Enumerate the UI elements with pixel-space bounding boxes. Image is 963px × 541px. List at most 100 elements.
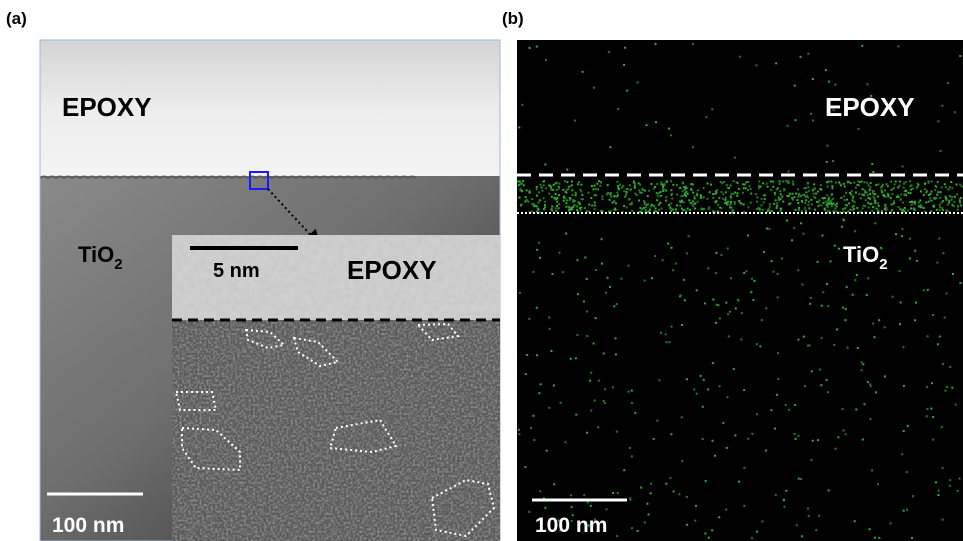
dot <box>856 274 858 276</box>
dot <box>551 196 553 198</box>
dot <box>603 353 605 355</box>
dot <box>740 338 742 340</box>
dot <box>802 284 804 286</box>
dot <box>937 343 939 345</box>
dot <box>727 247 729 249</box>
dot <box>745 181 747 183</box>
dot <box>941 207 943 209</box>
dot <box>828 489 830 491</box>
dot <box>659 202 661 204</box>
dot <box>788 203 790 205</box>
dot <box>907 210 909 212</box>
dot <box>900 301 902 303</box>
dot <box>899 185 901 187</box>
dot <box>743 467 745 469</box>
dot <box>569 209 571 211</box>
dot <box>775 494 777 496</box>
dot <box>795 193 797 195</box>
dot <box>874 202 876 204</box>
dot <box>601 263 603 265</box>
dot <box>617 492 619 494</box>
dot <box>884 190 886 192</box>
dot <box>822 291 824 293</box>
dot <box>601 238 603 240</box>
dot <box>820 184 822 186</box>
dot <box>670 202 672 204</box>
inset-epoxy-label: EPOXY <box>347 255 437 285</box>
dot <box>605 292 607 294</box>
dot <box>616 303 618 305</box>
dot <box>868 184 870 186</box>
dot <box>520 188 522 190</box>
dot <box>571 194 573 196</box>
dot <box>936 194 938 196</box>
dot <box>628 391 630 393</box>
dot <box>556 198 558 200</box>
dot <box>656 199 658 201</box>
dot <box>914 209 916 211</box>
dot <box>584 207 586 209</box>
dot <box>947 82 949 84</box>
dot <box>959 282 961 284</box>
dot <box>854 201 856 203</box>
dot <box>575 357 577 359</box>
dot <box>750 202 752 204</box>
dot <box>782 180 784 182</box>
dot <box>736 181 738 183</box>
dot <box>899 208 901 210</box>
dot <box>562 271 564 273</box>
dot <box>576 205 578 207</box>
dot <box>838 181 840 183</box>
dot <box>956 193 958 195</box>
dot <box>787 125 789 127</box>
dot <box>743 212 745 214</box>
dot <box>526 354 528 356</box>
dot <box>690 202 692 204</box>
dot <box>640 487 642 489</box>
dot <box>610 196 612 198</box>
dot <box>718 197 720 199</box>
dot <box>785 490 787 492</box>
dot <box>564 180 566 182</box>
dot <box>625 193 627 195</box>
dot <box>637 530 639 532</box>
dot <box>641 192 643 194</box>
dot <box>901 228 903 230</box>
dot <box>697 189 699 191</box>
dot <box>631 527 633 529</box>
dot <box>826 194 828 196</box>
dot <box>545 187 547 189</box>
dot <box>845 433 847 435</box>
dot <box>939 204 941 206</box>
dot <box>653 188 655 190</box>
subscript: 2 <box>879 256 887 273</box>
dot <box>594 201 596 203</box>
dot <box>874 222 876 224</box>
dot <box>869 528 871 530</box>
dot <box>788 409 790 411</box>
formula: TiO <box>78 242 114 267</box>
dot <box>694 195 696 197</box>
dot <box>723 181 725 183</box>
dot <box>738 481 740 483</box>
dot <box>832 210 834 212</box>
dot <box>796 524 798 526</box>
dot <box>563 196 565 198</box>
dot <box>762 209 764 211</box>
dot <box>722 198 724 200</box>
dot <box>835 448 837 450</box>
dot <box>760 204 762 206</box>
dot <box>797 188 799 190</box>
dot <box>872 192 874 194</box>
dot <box>954 196 956 198</box>
dot <box>609 286 611 288</box>
dot <box>536 354 538 356</box>
dot <box>778 198 780 200</box>
dot <box>750 193 752 195</box>
dot <box>558 186 560 188</box>
dot <box>671 247 673 249</box>
dot <box>518 429 520 431</box>
dot <box>594 208 596 210</box>
dot <box>765 307 767 309</box>
dot <box>679 187 681 189</box>
